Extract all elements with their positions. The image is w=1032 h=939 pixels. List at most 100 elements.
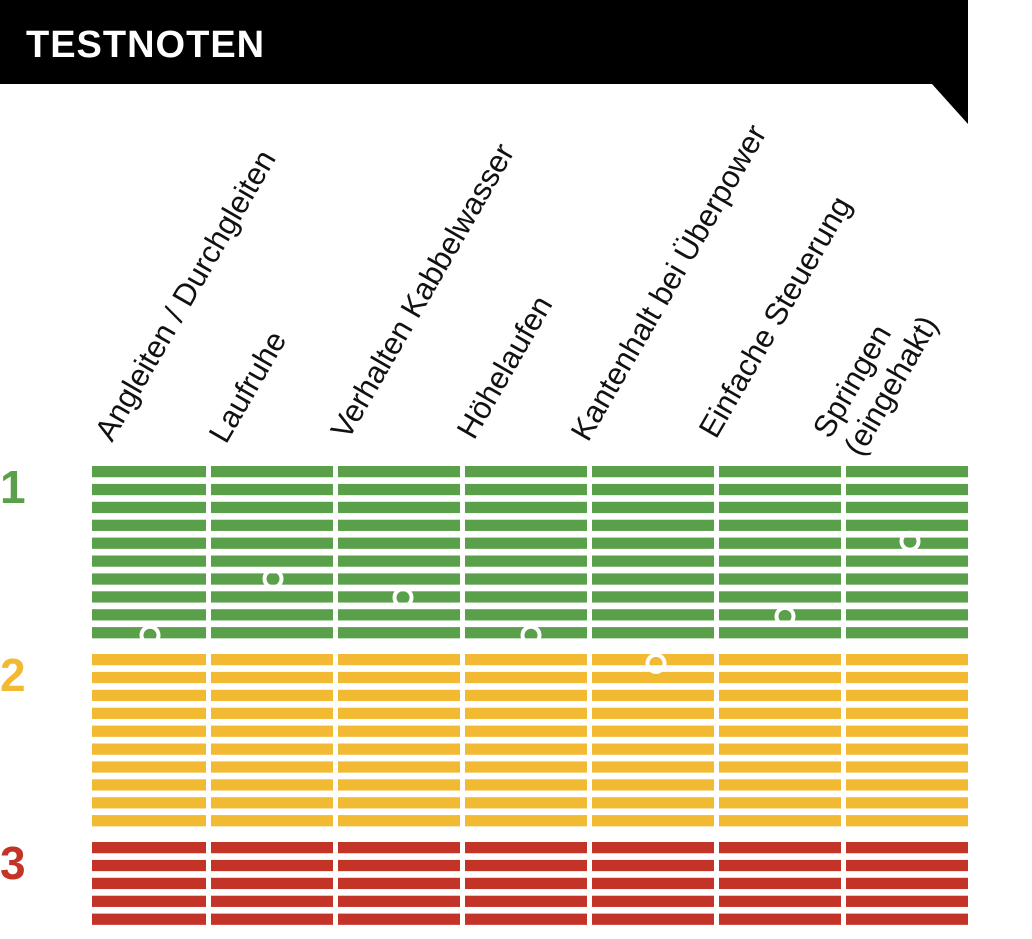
band-line [465, 779, 587, 791]
band-line [465, 707, 587, 719]
band-line [846, 877, 968, 890]
value-marker [899, 530, 921, 552]
band-line [719, 501, 841, 514]
band-line [465, 913, 587, 925]
band-line [211, 895, 333, 907]
band-line [338, 466, 460, 478]
band-line [846, 654, 968, 666]
band-line [592, 859, 714, 872]
band-line [846, 671, 968, 684]
band-line [592, 877, 714, 890]
band-line [592, 815, 714, 827]
band-line [211, 815, 333, 827]
band-grade-2 [92, 654, 968, 827]
band-line [719, 815, 841, 827]
band-line [719, 859, 841, 872]
band-line [592, 573, 714, 585]
band-line [719, 609, 841, 621]
band-line [211, 743, 333, 755]
band-line [465, 797, 587, 809]
grade-labels: 1 2 3 [0, 461, 26, 889]
band-line [92, 859, 206, 872]
band-line [211, 913, 333, 925]
band-line [846, 483, 968, 496]
band-line [92, 689, 206, 702]
band-line [592, 627, 714, 639]
band-line [92, 573, 206, 585]
band-line [719, 466, 841, 478]
band-line [92, 725, 206, 737]
band-line [592, 707, 714, 719]
band-line [92, 779, 206, 791]
band-line [465, 689, 587, 702]
band-line [592, 671, 714, 684]
band-line [592, 519, 714, 531]
band-line [592, 913, 714, 925]
band-line [338, 627, 460, 639]
band-line [846, 842, 968, 854]
band-line [465, 573, 587, 585]
band-line [211, 519, 333, 531]
band-line [465, 466, 587, 478]
band-line [211, 537, 333, 549]
band-line [211, 725, 333, 737]
band-line [465, 859, 587, 872]
band-line [338, 689, 460, 702]
band-line [846, 555, 968, 567]
column-label-line: Laufruhe [202, 325, 294, 448]
band-line [92, 842, 206, 854]
band-line [338, 797, 460, 809]
band-line [211, 555, 333, 567]
band-line [719, 877, 841, 890]
band-line [719, 555, 841, 567]
band-line [465, 483, 587, 496]
column-label: Höhelaufen [450, 290, 560, 445]
value-marker [392, 587, 414, 609]
band-line [92, 591, 206, 603]
band-line [338, 707, 460, 719]
band-line [338, 555, 460, 567]
band-line [465, 609, 587, 621]
band-line [465, 555, 587, 567]
title-banner: TESTNOTEN [0, 0, 968, 124]
band-line [592, 555, 714, 567]
band-line [465, 743, 587, 755]
band-line [592, 779, 714, 791]
band-line [338, 483, 460, 496]
band-line [719, 573, 841, 585]
column-label-line: Höhelaufen [450, 290, 560, 445]
band-line [719, 779, 841, 791]
band-line [92, 519, 206, 531]
band-line [465, 761, 587, 773]
band-line [719, 895, 841, 907]
band-line [719, 761, 841, 773]
band-line [846, 537, 968, 549]
band-line [338, 815, 460, 827]
band-line [719, 627, 841, 639]
band-line [338, 842, 460, 854]
band-line [338, 654, 460, 666]
chart-title: TESTNOTEN [26, 24, 265, 66]
grade-label-1: 1 [0, 461, 26, 513]
band-line [719, 913, 841, 925]
band-line [465, 842, 587, 854]
band-line [92, 627, 206, 639]
band-line [465, 895, 587, 907]
band-line [211, 671, 333, 684]
band-line [92, 761, 206, 773]
band-line [338, 743, 460, 755]
band-line [465, 591, 587, 603]
band-line [92, 815, 206, 827]
band-line [592, 483, 714, 496]
band-line [338, 519, 460, 531]
band-line [465, 671, 587, 684]
band-line [211, 859, 333, 872]
band-line [338, 591, 460, 603]
band-line [592, 895, 714, 907]
band-line [92, 797, 206, 809]
band-line [338, 859, 460, 872]
band-line [719, 707, 841, 719]
band-line [92, 555, 206, 567]
band-line [592, 725, 714, 737]
